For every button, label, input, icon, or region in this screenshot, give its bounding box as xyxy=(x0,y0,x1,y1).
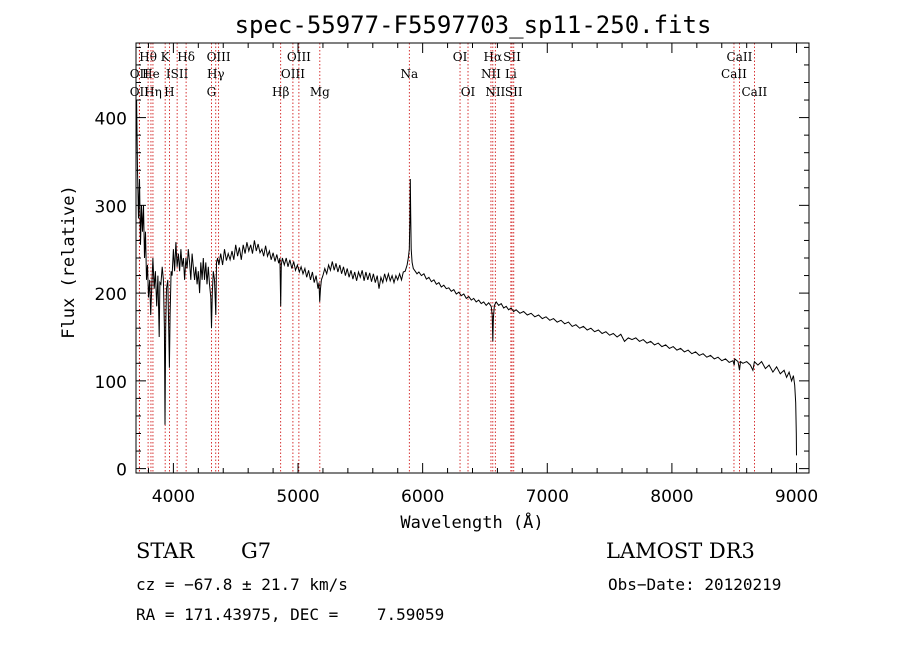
line-marker-label: Li xyxy=(505,67,517,81)
x-tick-label: 6000 xyxy=(401,487,444,507)
line-marker-label: OIII xyxy=(281,67,305,81)
chart-title: spec-55977-F5597703_sp11-250.fits xyxy=(235,11,712,39)
x-tick-label: 5000 xyxy=(276,487,319,507)
obs-date: Obs−Date: 20120219 xyxy=(608,575,782,594)
line-marker-label: K xyxy=(161,50,171,64)
line-marker-label: Hθ xyxy=(139,50,157,64)
y-tick-label: 200 xyxy=(95,285,127,305)
line-marker-label: H xyxy=(164,85,174,99)
line-marker-label: OI xyxy=(453,50,468,64)
object-class: STAR xyxy=(136,539,195,563)
line-marker-label: OIII xyxy=(207,50,231,64)
y-tick-label: 400 xyxy=(95,110,127,130)
line-marker-label: Hγ xyxy=(207,67,225,81)
line-marker-label: Hβ xyxy=(272,85,289,99)
line-marker-label: Hα xyxy=(484,50,503,64)
line-marker-label: OII xyxy=(130,67,150,81)
line-marker-label: He xyxy=(142,67,160,81)
line-marker-label: OIII xyxy=(287,50,311,64)
survey-name: LAMOST DR3 xyxy=(606,539,755,563)
line-marker-label: CaII xyxy=(741,85,767,99)
line-marker-label: G xyxy=(207,85,217,99)
line-marker-label: NII xyxy=(485,85,505,99)
line-marker-label: Hη xyxy=(144,85,162,99)
line-marker-label: Mg xyxy=(310,85,330,99)
x-tick-label: 7000 xyxy=(526,487,569,507)
line-marker-label: SII xyxy=(505,85,523,99)
x-axis-label: Wavelength (Å) xyxy=(400,511,543,533)
y-tick-label: 0 xyxy=(116,461,127,481)
line-marker-label: ISII xyxy=(166,67,189,81)
line-marker-label: NII xyxy=(481,67,501,81)
y-axis-label: Flux (relative) xyxy=(59,185,79,339)
object-subclass: G7 xyxy=(241,539,272,563)
y-tick-label: 300 xyxy=(95,197,127,217)
axis-ticks: 4000 5000 6000 7000 8000 9000 0 100 200 300 400 xyxy=(95,43,818,507)
x-tick-label: 4000 xyxy=(152,487,195,507)
line-marker-label: SII xyxy=(503,50,521,64)
y-tick-label: 100 xyxy=(95,373,127,393)
line-marker-label: Hδ xyxy=(177,50,195,64)
flux-line xyxy=(136,99,797,456)
plot-frame xyxy=(135,42,810,474)
coordinates: RA = 171.43975, DEC = 7.59059 xyxy=(136,605,445,624)
line-marker-label: OII xyxy=(130,85,150,99)
line-marker-label: CaII xyxy=(727,50,753,64)
line-marker-label: Na xyxy=(400,67,418,81)
redshift-text: cz = −67.8 ± 21.7 km/s xyxy=(136,575,348,594)
line-marker-label: CaII xyxy=(721,67,747,81)
line-marker-label: OI xyxy=(461,85,476,99)
x-tick-label: 8000 xyxy=(650,487,693,507)
x-tick-label: 9000 xyxy=(775,487,818,507)
